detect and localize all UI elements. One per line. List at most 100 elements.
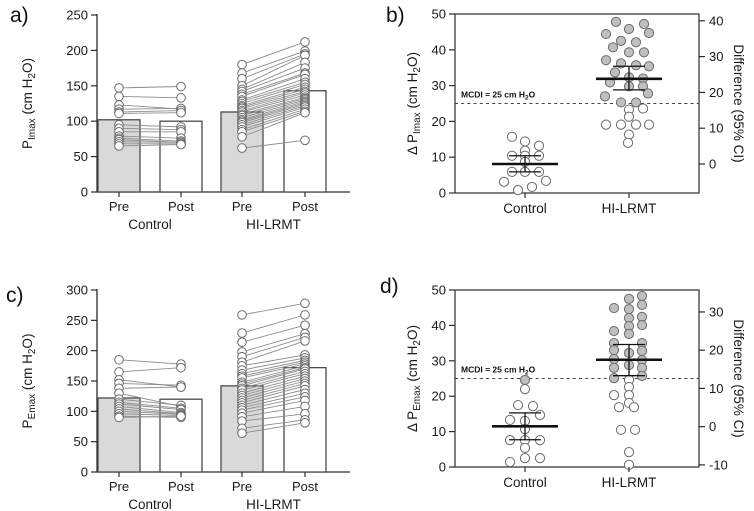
y-tick-label: 150 — [66, 374, 88, 389]
data-point — [512, 185, 524, 196]
y-tick-label: 40 — [432, 318, 446, 333]
pair-line — [241, 399, 306, 414]
data-point — [608, 345, 620, 356]
pair-line — [118, 135, 182, 139]
group-label: Control — [128, 217, 172, 232]
pair-line — [241, 106, 306, 128]
pair-line — [118, 144, 182, 147]
y-tick-label: 200 — [66, 343, 88, 358]
panel-label-d: d) — [380, 275, 399, 298]
pair-line — [118, 415, 182, 418]
data-point — [540, 175, 552, 186]
y-tick-label: 100 — [66, 114, 88, 129]
data-point — [176, 81, 186, 92]
pair-line — [118, 367, 182, 373]
data-point — [630, 97, 642, 108]
y-tick-label: 250 — [66, 313, 88, 328]
pair-line — [241, 100, 306, 121]
data-point — [519, 384, 531, 395]
pair-line — [118, 141, 182, 143]
y-tick-label: 0 — [81, 185, 88, 200]
data-point — [630, 119, 642, 130]
pair-line — [241, 375, 306, 394]
data-point — [504, 414, 516, 426]
data-point — [237, 59, 247, 70]
condition-label: Post — [292, 199, 318, 214]
pair-line — [241, 94, 306, 113]
panel-label-a: a) — [10, 4, 29, 27]
pair-line — [241, 103, 306, 124]
data-point — [608, 362, 620, 373]
data-point — [600, 55, 612, 66]
pair-line — [118, 386, 182, 389]
pair-line — [241, 413, 306, 422]
data-point — [512, 399, 524, 411]
data-point — [519, 442, 531, 453]
pair-line — [241, 368, 306, 387]
pair-line — [241, 385, 306, 404]
pair-line — [118, 408, 182, 415]
right-tick-label: 30 — [709, 49, 723, 64]
data-point — [114, 91, 124, 102]
y-tick-label: 20 — [432, 114, 446, 129]
pair-line — [241, 78, 306, 101]
right-tick-label: -10 — [709, 457, 728, 472]
data-point — [300, 336, 310, 346]
pair-line — [241, 53, 306, 80]
y-tick-label: 50 — [432, 283, 446, 298]
group-label: Control — [128, 497, 172, 511]
condition-label: Post — [292, 479, 318, 494]
y-tick-label: 10 — [432, 150, 446, 165]
y-axis-label: Δ PEmax (cm H2O) — [405, 325, 423, 432]
panel-b-chart: 0 10 20 30 40 50 Δ PImax (cm H2O) 40 30 20 10 0 Diff… — [405, 7, 746, 217]
data-point — [623, 447, 635, 458]
y-tick-label: 100 — [66, 404, 88, 419]
data-point — [534, 409, 546, 421]
pair-line — [118, 406, 182, 413]
pair-line — [241, 72, 306, 95]
condition-label: Post — [168, 199, 194, 214]
right-tick-label: 0 — [709, 157, 716, 172]
data-point — [615, 35, 627, 46]
y-tick-label: 0 — [439, 186, 446, 201]
pair-line — [118, 413, 182, 417]
pair-line — [241, 324, 306, 343]
data-point — [636, 299, 648, 310]
pair-line — [118, 137, 182, 142]
data-point — [599, 91, 611, 102]
right-tick-label: 20 — [709, 343, 723, 358]
pair-line — [241, 354, 306, 367]
data-point — [300, 320, 310, 330]
data-point — [642, 88, 654, 99]
data-point — [237, 143, 247, 153]
pair-line — [118, 108, 182, 110]
pair-line — [241, 359, 306, 375]
y-tick-label: 150 — [66, 78, 88, 93]
condition-label: Pre — [109, 479, 129, 494]
data-point — [609, 67, 621, 78]
pair-line — [118, 359, 182, 365]
data-point — [615, 424, 627, 435]
data-point — [643, 27, 655, 39]
right-tick-label: 40 — [709, 13, 723, 28]
pair-line — [241, 373, 306, 391]
data-point — [237, 337, 247, 347]
pair-line — [241, 88, 306, 108]
right-tick-label: 10 — [709, 381, 723, 396]
pair-line — [118, 410, 182, 415]
pair-line — [241, 98, 306, 116]
data-point — [176, 139, 186, 150]
pair-line — [118, 110, 182, 113]
data-point — [628, 402, 640, 413]
condition-label: Pre — [232, 479, 252, 494]
y-tick-label: 0 — [439, 460, 446, 475]
y-axis-label: PEmax (cm H2O) — [20, 334, 38, 429]
data-point — [526, 181, 538, 193]
threshold-label: MCDI = 25 cm H2O — [461, 90, 536, 102]
data-point — [607, 42, 619, 53]
pair-line — [241, 367, 306, 385]
data-point — [638, 18, 650, 30]
data-point — [608, 373, 620, 384]
pair-line — [118, 124, 182, 128]
y-tick-label: 50 — [432, 7, 446, 22]
